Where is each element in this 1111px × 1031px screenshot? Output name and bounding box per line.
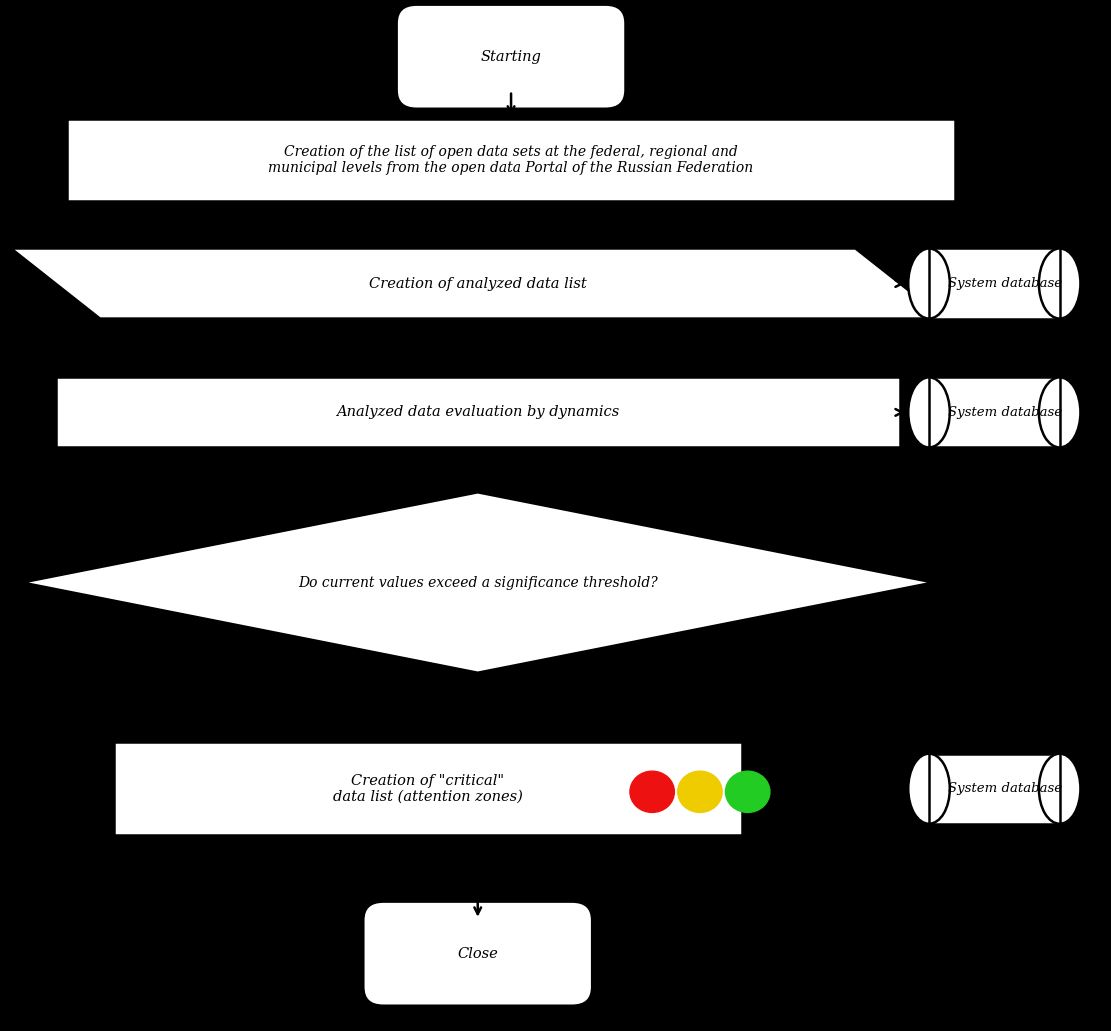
Ellipse shape <box>1039 377 1080 447</box>
Text: Yes: Yes <box>466 706 490 721</box>
Text: System database: System database <box>949 783 1062 795</box>
Text: Creation of analyzed data list: Creation of analyzed data list <box>369 276 587 291</box>
Bar <box>56 377 900 447</box>
Text: Analyzed data evaluation by dynamics: Analyzed data evaluation by dynamics <box>337 405 619 420</box>
Ellipse shape <box>909 754 950 824</box>
Ellipse shape <box>909 377 950 447</box>
Bar <box>67 119 955 201</box>
Circle shape <box>725 771 770 812</box>
Ellipse shape <box>1039 248 1080 319</box>
Text: No: No <box>31 498 53 512</box>
Text: Creation of "critical"
data list (attention zones): Creation of "critical" data list (attent… <box>333 773 522 804</box>
Bar <box>929 248 1060 319</box>
Text: Close: Close <box>458 946 498 961</box>
Text: System database: System database <box>949 277 1062 290</box>
FancyBboxPatch shape <box>397 4 625 109</box>
Circle shape <box>678 771 722 812</box>
Ellipse shape <box>909 248 950 319</box>
Text: Starting: Starting <box>481 49 541 64</box>
Bar <box>929 377 1060 447</box>
Bar <box>929 754 1060 824</box>
Polygon shape <box>22 493 933 672</box>
Text: Creation of the list of open data sets at the federal, regional and
municipal le: Creation of the list of open data sets a… <box>269 144 753 175</box>
Bar <box>114 742 742 835</box>
Polygon shape <box>11 248 944 319</box>
Circle shape <box>630 771 674 812</box>
Ellipse shape <box>1039 754 1080 824</box>
Text: Do current values exceed a significance threshold?: Do current values exceed a significance … <box>298 575 658 590</box>
Text: System database: System database <box>949 406 1062 419</box>
FancyBboxPatch shape <box>363 901 592 1006</box>
